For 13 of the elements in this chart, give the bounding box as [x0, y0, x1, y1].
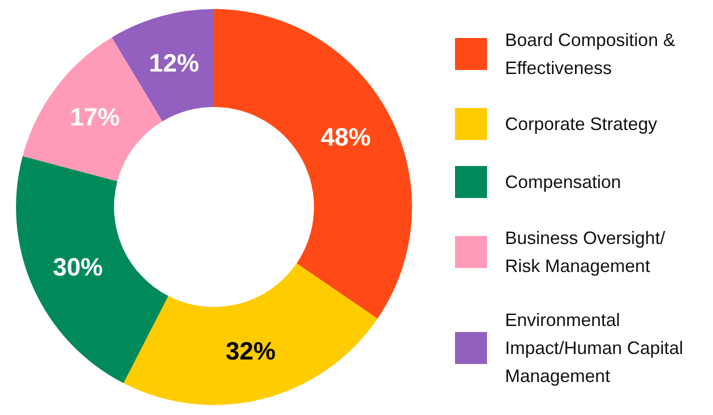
legend-label: Board Composition & Effectiveness: [505, 28, 676, 80]
donut-slice: [124, 263, 378, 405]
data-label: 12%: [149, 49, 200, 78]
legend-label: Environmental Impact/Human Capital Management: [505, 308, 684, 388]
legend-label: Corporate Strategy: [505, 112, 658, 136]
donut-slice: [16, 156, 168, 384]
legend-label: Compensation: [505, 170, 622, 194]
data-label: 48%: [320, 123, 371, 152]
donut-slice: [214, 9, 412, 319]
data-label: 17%: [70, 104, 120, 132]
data-label: 32%: [226, 337, 276, 366]
legend-label: Business Oversight/ Risk Management: [505, 226, 666, 278]
data-label: 30%: [52, 254, 103, 282]
